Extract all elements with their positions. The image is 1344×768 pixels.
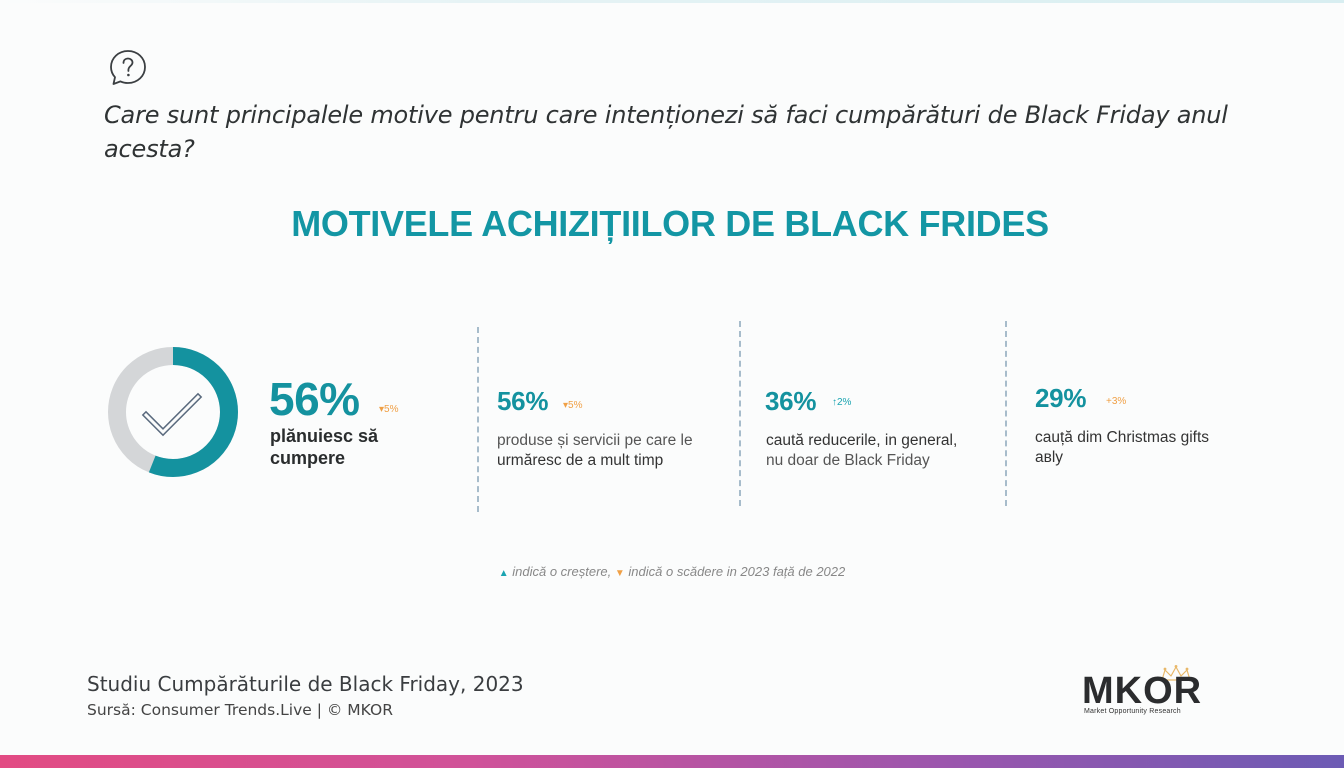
source-credit: Sursă: Consumer Trends.Live | © MKOR	[87, 701, 393, 719]
stat-1-label-line1: produse și servicii pe care le	[497, 432, 693, 449]
stat-1-percent: 56%	[497, 386, 549, 416]
page-title: MOTIVELE ACHIZIȚIILOR DE BLACK FRIDES	[0, 203, 1344, 245]
stat-3-label: cauță dim Christmas gifts aвly	[1035, 428, 1275, 468]
stat-1-label-line2: urmăresc de a mult timp	[497, 452, 664, 469]
stat-3-label-line1: cauță dim Christmas gifts	[1035, 429, 1209, 446]
down-triangle-icon: ▼	[614, 568, 625, 579]
trend-legend: ▲ indică o creștere, ▼ indică o scădere …	[0, 564, 1344, 579]
donut-chart	[106, 345, 240, 479]
checkmark-icon	[141, 392, 203, 437]
logo-tagline: Market Opportunity Research	[1084, 708, 1181, 715]
page-title-text: MOTIVELE ACHIZIȚIILOR DE BLACK FRIDES	[291, 203, 1049, 244]
main-stat-delta: ▾5%	[379, 404, 399, 415]
logo-wordmark: MKOR	[1082, 670, 1203, 712]
divider-1	[477, 327, 479, 512]
study-title: Studiu Cumpărăturile de Black Friday, 20…	[87, 672, 524, 696]
main-stat-label: plănuiesc să cumpere	[270, 426, 379, 468]
stat-1-label: produse și servicii pe care le urmăresc …	[497, 431, 737, 471]
stat-3-label-line2: aвly	[1035, 449, 1064, 466]
divider-3	[1005, 321, 1007, 506]
stat-2-label-line1: caută reducerile, in general,	[766, 432, 958, 449]
mkor-logo: MKOR Market Opportunity Research	[1080, 664, 1230, 720]
divider-2	[739, 321, 741, 506]
bottom-gradient-bar	[0, 755, 1344, 768]
stat-1-delta: ▾5%	[563, 400, 583, 411]
stat-2-label: caută reducerile, in general, nu doar de…	[766, 431, 1006, 471]
top-accent-line	[0, 0, 1344, 3]
up-triangle-icon: ▲	[498, 568, 509, 579]
legend-up-text: indică o creștere,	[512, 564, 612, 579]
main-stat-percent: 56%	[269, 373, 360, 425]
crown-icon	[1161, 665, 1191, 681]
survey-question: Care sunt principalele motive pentru car…	[104, 101, 1228, 163]
legend-down-text: indică o scădere in 2023 față de 2022	[628, 564, 846, 579]
stat-3-percent: 29%	[1035, 383, 1087, 413]
question-bubble-icon	[106, 46, 150, 90]
stat-2-label-line2: nu doar de Black Friday	[766, 452, 930, 469]
stat-2-delta: ↑2%	[832, 397, 852, 408]
stat-2-percent: 36%	[765, 386, 817, 416]
stat-3-delta: +3%	[1106, 396, 1127, 407]
donut-value-arc	[108, 347, 238, 477]
